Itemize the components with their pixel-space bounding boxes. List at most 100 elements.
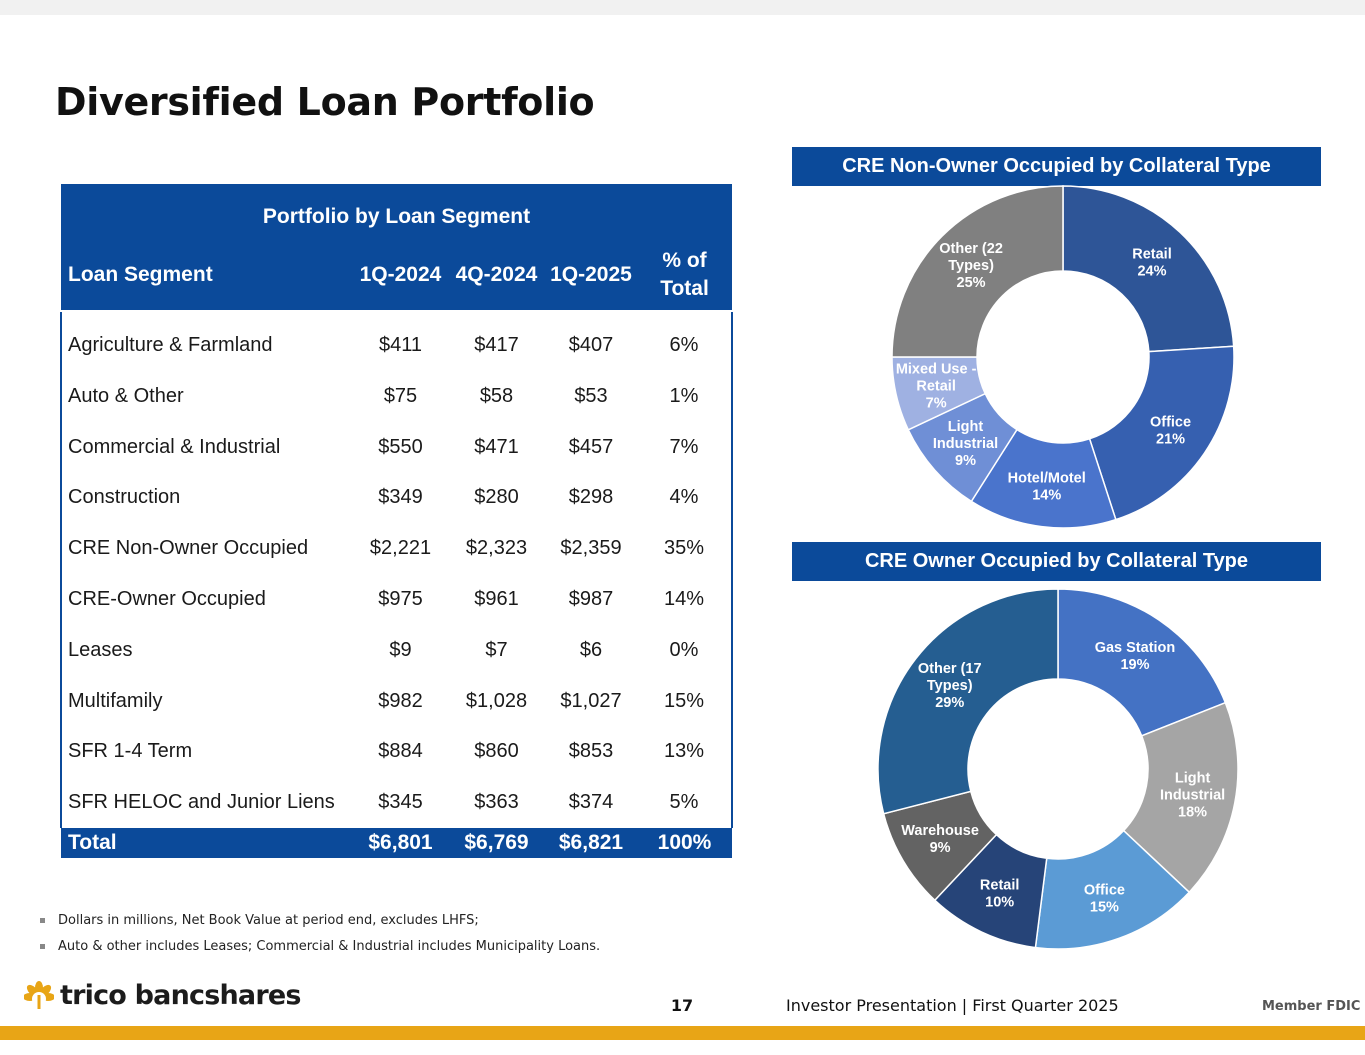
slice-label-line: Types)	[948, 258, 994, 274]
page-number: 17	[670, 996, 694, 1015]
slice-label-line: 24%	[1137, 264, 1166, 280]
sun-flower-icon	[24, 981, 54, 1009]
value-4q-2024: $961	[448, 574, 545, 625]
table-row: SFR HELOC and Junior Liens $345 $363 $374 5%	[61, 777, 732, 828]
donut-slice	[1034, 829, 1191, 950]
donut-slice	[1122, 701, 1239, 894]
value-pct-total: 1%	[637, 370, 732, 422]
slice-label-line: 14%	[1032, 487, 1061, 503]
segment-cell: CRE-Owner Occupied	[61, 574, 353, 625]
slice-label: Gas Station 19%	[1095, 640, 1176, 673]
value-1q-2025: $1,027	[545, 675, 637, 727]
value-4q-2024: $280	[448, 472, 545, 524]
value-1q-2025: $374	[545, 777, 637, 828]
slice-label-line: Office	[1084, 882, 1125, 898]
value-1q-2024: $9	[353, 624, 448, 676]
value-4q-2024: $417	[448, 311, 545, 371]
slice-label: Retail 10%	[980, 877, 1020, 910]
footnote: Auto & other includes Leases; Commercial…	[40, 936, 600, 962]
slice-label: Other (17 Types) 29%	[918, 661, 982, 711]
slice-label-line: 19%	[1120, 657, 1149, 673]
slice-label-line: 15%	[1090, 899, 1119, 915]
table-row: SFR 1-4 Term $884 $860 $853 13%	[61, 726, 732, 778]
segment-cell: CRE Non-Owner Occupied	[61, 523, 353, 575]
slice-label-line: 29%	[935, 695, 964, 711]
donut-slice	[907, 392, 1018, 503]
value-1q-2025: $457	[545, 421, 637, 473]
value-1q-2024: $411	[353, 311, 448, 371]
value-1q-2024: $550	[353, 421, 448, 473]
total-pct: 100%	[637, 828, 732, 858]
logo-text: trico bancshares	[60, 979, 301, 1011]
value-4q-2024: $363	[448, 777, 545, 828]
slice-label-line: Retail	[1132, 247, 1172, 263]
slide-title: Diversified Loan Portfolio	[55, 80, 595, 124]
column-header-1q-2024: 1Q-2024	[353, 244, 448, 312]
value-1q-2024: $2,221	[353, 523, 448, 575]
value-pct-total: 35%	[637, 523, 732, 575]
slice-label-line: 18%	[1178, 805, 1207, 821]
slice-label: Office 15%	[1084, 882, 1125, 915]
value-1q-2025: $2,359	[545, 523, 637, 575]
value-1q-2024: $884	[353, 726, 448, 778]
accent-bar	[0, 1026, 1365, 1040]
segment-cell: Auto & Other	[61, 370, 353, 422]
slice-label-line: Light	[948, 419, 984, 435]
column-header-segment: Loan Segment	[61, 244, 353, 312]
bullet-icon	[40, 918, 45, 923]
slice-label-line: Retail	[980, 877, 1020, 893]
value-1q-2025: $53	[545, 370, 637, 422]
value-pct-total: 13%	[637, 726, 732, 778]
table-row: Construction $349 $280 $298 4%	[61, 472, 732, 524]
slice-label-line: Gas Station	[1095, 640, 1176, 656]
slice-label: Hotel/Motel 14%	[1008, 470, 1086, 503]
slice-label-line: 21%	[1156, 432, 1185, 448]
segment-cell: Leases	[61, 624, 353, 676]
slice-label-line: Types)	[927, 678, 973, 694]
slice-label-line: 9%	[955, 453, 976, 469]
chart-title-cre-owner: CRE Owner Occupied by Collateral Type	[792, 542, 1321, 581]
slice-label: Office 21%	[1150, 415, 1191, 448]
value-4q-2024: $860	[448, 726, 545, 778]
value-pct-total: 5%	[637, 777, 732, 828]
column-header-pct-total: % of Total	[637, 244, 732, 312]
footnotes: Dollars in millions, Net Book Value at p…	[40, 910, 600, 962]
value-pct-total: 0%	[637, 624, 732, 676]
slice-label: Light Industrial 18%	[1160, 771, 1225, 821]
bottom-strip	[0, 1040, 1365, 1055]
slice-label: Warehouse 9%	[901, 823, 979, 856]
table-row: Agriculture & Farmland $411 $417 $407 6%	[61, 311, 732, 371]
segment-cell: Construction	[61, 472, 353, 524]
total-1q-2024: $6,801	[353, 828, 448, 858]
value-pct-total: 6%	[637, 311, 732, 371]
slice-label-line: Other (22	[939, 241, 1003, 257]
value-1q-2025: $6	[545, 624, 637, 676]
slice-label-line: Other (17	[918, 661, 982, 677]
loan-segment-table: Portfolio by Loan Segment Loan Segment 1…	[60, 184, 732, 858]
value-pct-total: 7%	[637, 421, 732, 473]
value-4q-2024: $1,028	[448, 675, 545, 727]
column-header-4q-2024: 4Q-2024	[448, 244, 545, 312]
value-pct-total: 4%	[637, 472, 732, 524]
value-4q-2024: $7	[448, 624, 545, 676]
slice-label-line: Hotel/Motel	[1008, 470, 1086, 486]
value-1q-2024: $75	[353, 370, 448, 422]
pct-header-line-1: % of	[662, 249, 707, 272]
value-4q-2024: $471	[448, 421, 545, 473]
table-caption: Portfolio by Loan Segment	[61, 184, 732, 244]
donut-slice	[1062, 185, 1235, 353]
segment-cell: SFR 1-4 Term	[61, 726, 353, 778]
value-pct-total: 15%	[637, 675, 732, 727]
total-4q-2024: $6,769	[448, 828, 545, 858]
slice-label-line: Industrial	[1160, 788, 1225, 804]
value-4q-2024: $2,323	[448, 523, 545, 575]
slice-label: Light Industrial 9%	[933, 419, 998, 469]
footer-text: Investor Presentation | First Quarter 20…	[786, 996, 1119, 1015]
value-1q-2024: $975	[353, 574, 448, 625]
slice-label-line: Retail	[916, 378, 956, 394]
bullet-icon	[40, 944, 45, 949]
slice-label-line: Light	[1175, 771, 1211, 787]
value-4q-2024: $58	[448, 370, 545, 422]
top-bar	[0, 0, 1365, 15]
footnote: Dollars in millions, Net Book Value at p…	[40, 910, 600, 936]
